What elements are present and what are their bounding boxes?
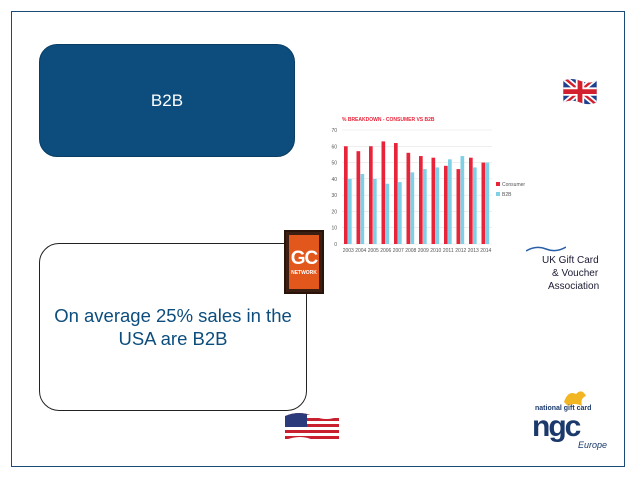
y-tick-label: 50 [331,161,337,167]
bar-b2b-2013 [473,167,477,244]
bar-b2b-2012 [460,156,465,244]
bar-b2b-2005 [373,178,377,244]
chart-bars [344,141,490,244]
x-tick-label: 2011 [443,248,454,254]
x-tick-label: 2013 [468,248,479,254]
x-tick-label: 2004 [355,248,366,254]
chart-legend: Consumer B2B [496,182,525,198]
statement-box: On average 25% sales in the USA are B2B [39,243,307,411]
bar-b2b-2010 [435,167,440,244]
y-tick-label: 10 [331,226,337,232]
y-tick-label: 60 [331,144,337,150]
y-axis-ticks: 0 10 20 30 40 50 60 70 [331,128,337,248]
ngc-gift-icon [564,391,586,406]
x-tick-label: 2005 [368,248,379,254]
bar-b2b-2004 [360,173,365,244]
bar-consumer-2005 [369,146,373,244]
x-tick-label: 2012 [455,248,466,254]
heading-label: B2B [150,90,184,110]
y-tick-label: 20 [331,209,337,215]
x-tick-label: 2003 [343,248,354,254]
gc-logo-word: NETWORK [291,269,317,276]
bar-chart: % BREAKDOWN - CONSUMER VS B2B 0 10 20 30 40 5… [331,117,525,254]
bar-consumer-2006 [381,141,386,244]
bar-b2b-2014 [485,162,490,244]
chart-title: % BREAKDOWN - CONSUMER VS B2B [342,117,435,123]
bar-consumer-2009 [419,156,423,244]
bar-b2b-2008 [410,172,415,244]
bar-consumer-2013 [469,157,473,244]
x-tick-label: 2010 [430,248,441,254]
bar-b2b-2007 [398,182,402,244]
bar-consumer-2014 [481,162,486,244]
ngc-mark: ngc [532,410,581,443]
ngc-subtitle: Europe [578,440,608,450]
bar-b2b-2006 [385,183,390,244]
bar-consumer-2007 [394,143,398,244]
us-flag-icon [285,413,339,443]
bar-b2b-2003 [348,178,352,244]
x-tick-label: 2007 [393,248,404,254]
bar-consumer-2010 [431,157,436,244]
legend-swatch-b2b [496,192,500,196]
ukgc-swirl-icon [526,246,566,252]
bar-consumer-2008 [406,152,411,244]
chart-grid [342,129,492,245]
legend-swatch-consumer [496,182,500,186]
bar-consumer-2004 [356,151,361,244]
y-tick-label: 30 [331,193,337,199]
x-tick-label: 2014 [480,248,491,254]
y-tick-label: 40 [331,177,337,183]
bar-b2b-2011 [448,159,452,244]
x-tick-label: 2008 [405,248,416,254]
ukgc-line-3: Association [548,281,600,292]
bar-consumer-2003 [344,146,348,244]
x-tick-label: 2009 [418,248,429,254]
ukgc-line-1: UK Gift Card [542,255,599,266]
statement-text: On average 25% sales in the USA are B2B [54,304,292,349]
y-tick-label: 0 [334,242,337,248]
gc-network-logo: GC NETWORK [284,230,324,294]
legend-label-b2b: B2B [502,192,512,198]
x-axis-ticks: 2003 2004 2005 2006 2007 2008 2009 2010 2011 2012… [343,248,492,254]
x-tick-label: 2006 [380,248,391,254]
bar-consumer-2011 [444,165,448,244]
bar-consumer-2012 [456,169,461,244]
uk-flag-icon [563,79,597,105]
slide-frame [11,11,625,467]
ngc-europe-logo: national gift card ngc Europe [532,388,610,452]
legend-label-consumer: Consumer [502,182,525,188]
heading-box: B2B [39,44,295,157]
ukgc-line-2: & Voucher [552,268,599,279]
gc-logo-mark: GC [290,247,318,269]
bar-b2b-2009 [423,169,427,244]
y-tick-label: 70 [331,128,337,134]
ngc-name: national gift card [535,405,592,412]
ukgc-association-logo: UK Gift Card & Voucher Association [520,245,620,310]
